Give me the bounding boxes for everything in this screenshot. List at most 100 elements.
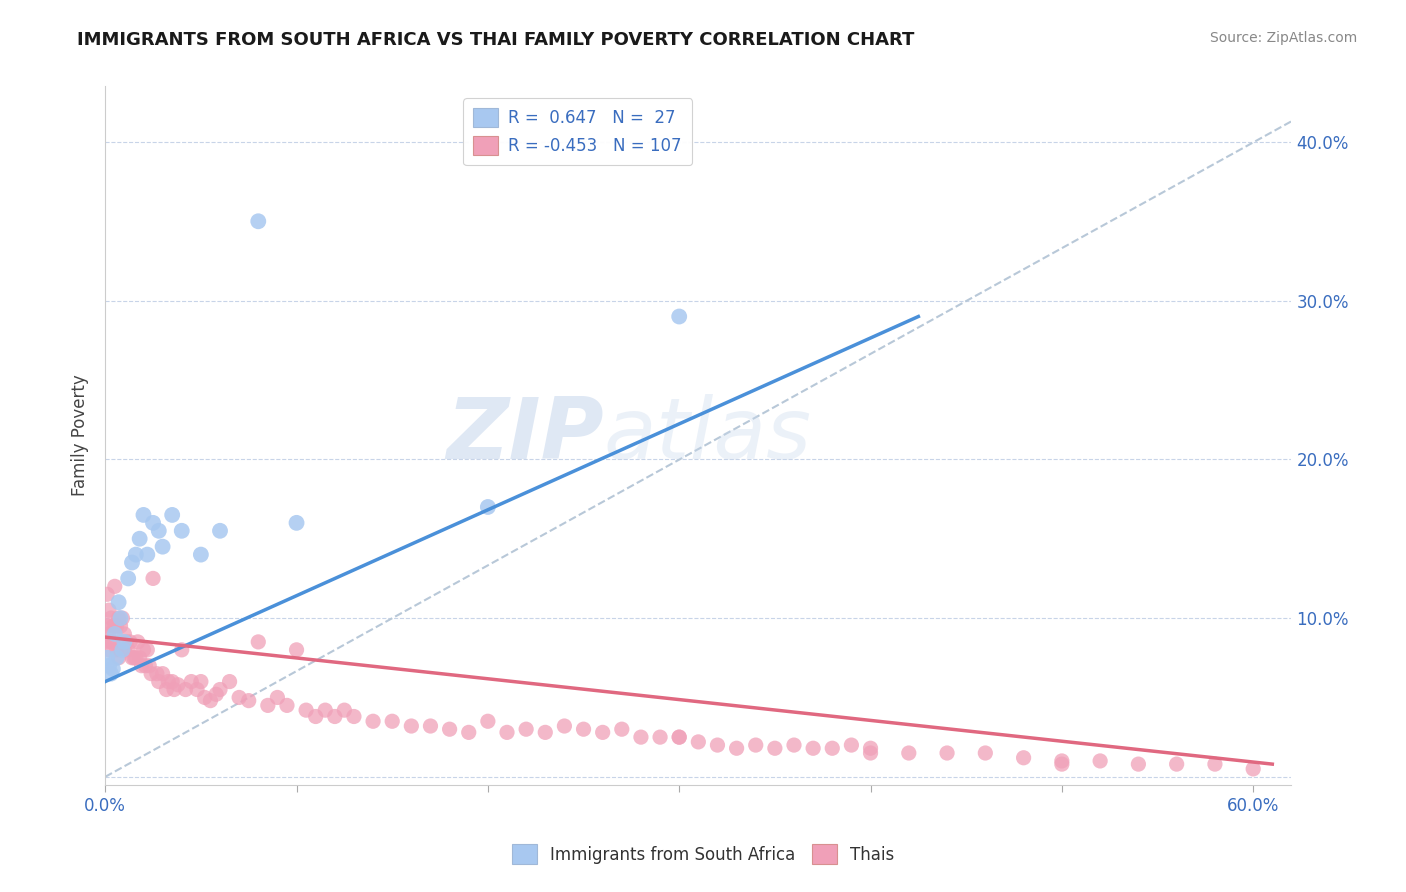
Point — [101, 619, 124, 633]
Point — [801, 741, 824, 756]
Point — [841, 738, 863, 752]
Point — [96, 587, 118, 601]
Point — [148, 674, 170, 689]
Point — [648, 730, 671, 744]
Point — [333, 703, 356, 717]
Point — [572, 722, 595, 736]
Point — [763, 741, 786, 756]
Point — [98, 643, 121, 657]
Point — [160, 508, 183, 522]
Point — [553, 719, 575, 733]
Point — [111, 611, 134, 625]
Point — [247, 214, 270, 228]
Point — [100, 635, 122, 649]
Point — [117, 643, 139, 657]
Point — [1166, 757, 1188, 772]
Point — [1128, 757, 1150, 772]
Point — [132, 508, 155, 522]
Point — [218, 674, 240, 689]
Point — [285, 643, 308, 657]
Point — [125, 548, 148, 562]
Point — [112, 627, 135, 641]
Point — [136, 643, 159, 657]
Point — [1050, 757, 1073, 772]
Point — [897, 746, 920, 760]
Point — [152, 666, 174, 681]
Point — [688, 735, 710, 749]
Point — [163, 682, 186, 697]
Point — [180, 674, 202, 689]
Point — [174, 682, 197, 697]
Point — [1088, 754, 1111, 768]
Point — [515, 722, 537, 736]
Point — [208, 524, 231, 538]
Point — [104, 619, 127, 633]
Point — [96, 619, 118, 633]
Point — [105, 650, 128, 665]
Point — [305, 709, 328, 723]
Point — [610, 722, 633, 736]
Point — [200, 693, 222, 707]
Point — [186, 682, 208, 697]
Point — [194, 690, 217, 705]
Point — [974, 746, 997, 760]
Point — [1012, 751, 1035, 765]
Point — [139, 666, 162, 681]
Point — [100, 666, 122, 681]
Point — [592, 725, 614, 739]
Y-axis label: Family Poverty: Family Poverty — [72, 375, 89, 497]
Point — [238, 693, 260, 707]
Point — [343, 709, 366, 723]
Point — [1241, 762, 1264, 776]
Point — [96, 635, 118, 649]
Point — [668, 730, 690, 744]
Point — [859, 746, 882, 760]
Point — [668, 310, 690, 324]
Point — [936, 746, 959, 760]
Point — [110, 619, 132, 633]
Point — [98, 603, 121, 617]
Point — [323, 709, 346, 723]
Point — [256, 698, 278, 713]
Point — [477, 500, 499, 514]
Point — [208, 682, 231, 697]
Point — [745, 738, 768, 752]
Text: ZIP: ZIP — [446, 394, 603, 477]
Point — [111, 643, 134, 657]
Point — [107, 595, 129, 609]
Point — [725, 741, 748, 756]
Text: atlas: atlas — [603, 394, 811, 477]
Point — [668, 730, 690, 744]
Point — [314, 703, 336, 717]
Text: IMMIGRANTS FROM SOUTH AFRICA VS THAI FAMILY POVERTY CORRELATION CHART: IMMIGRANTS FROM SOUTH AFRICA VS THAI FAM… — [77, 31, 915, 49]
Point — [247, 635, 270, 649]
Point — [134, 658, 156, 673]
Legend: R =  0.647   N =  27, R = -0.453   N = 107: R = 0.647 N = 27, R = -0.453 N = 107 — [464, 98, 692, 165]
Point — [110, 611, 132, 625]
Point — [190, 548, 212, 562]
Point — [155, 682, 177, 697]
Point — [783, 738, 806, 752]
Point — [381, 714, 404, 729]
Point — [152, 540, 174, 554]
Point — [167, 678, 190, 692]
Point — [160, 674, 183, 689]
Point — [101, 635, 124, 649]
Point — [127, 635, 149, 649]
Point — [128, 532, 150, 546]
Point — [170, 643, 193, 657]
Point — [157, 674, 180, 689]
Point — [1050, 754, 1073, 768]
Point — [120, 635, 142, 649]
Point — [170, 524, 193, 538]
Point — [104, 627, 127, 641]
Point — [105, 643, 128, 657]
Point — [534, 725, 557, 739]
Point — [859, 741, 882, 756]
Point — [496, 725, 519, 739]
Point — [419, 719, 441, 733]
Point — [146, 666, 169, 681]
Point — [122, 650, 145, 665]
Point — [105, 619, 128, 633]
Point — [190, 674, 212, 689]
